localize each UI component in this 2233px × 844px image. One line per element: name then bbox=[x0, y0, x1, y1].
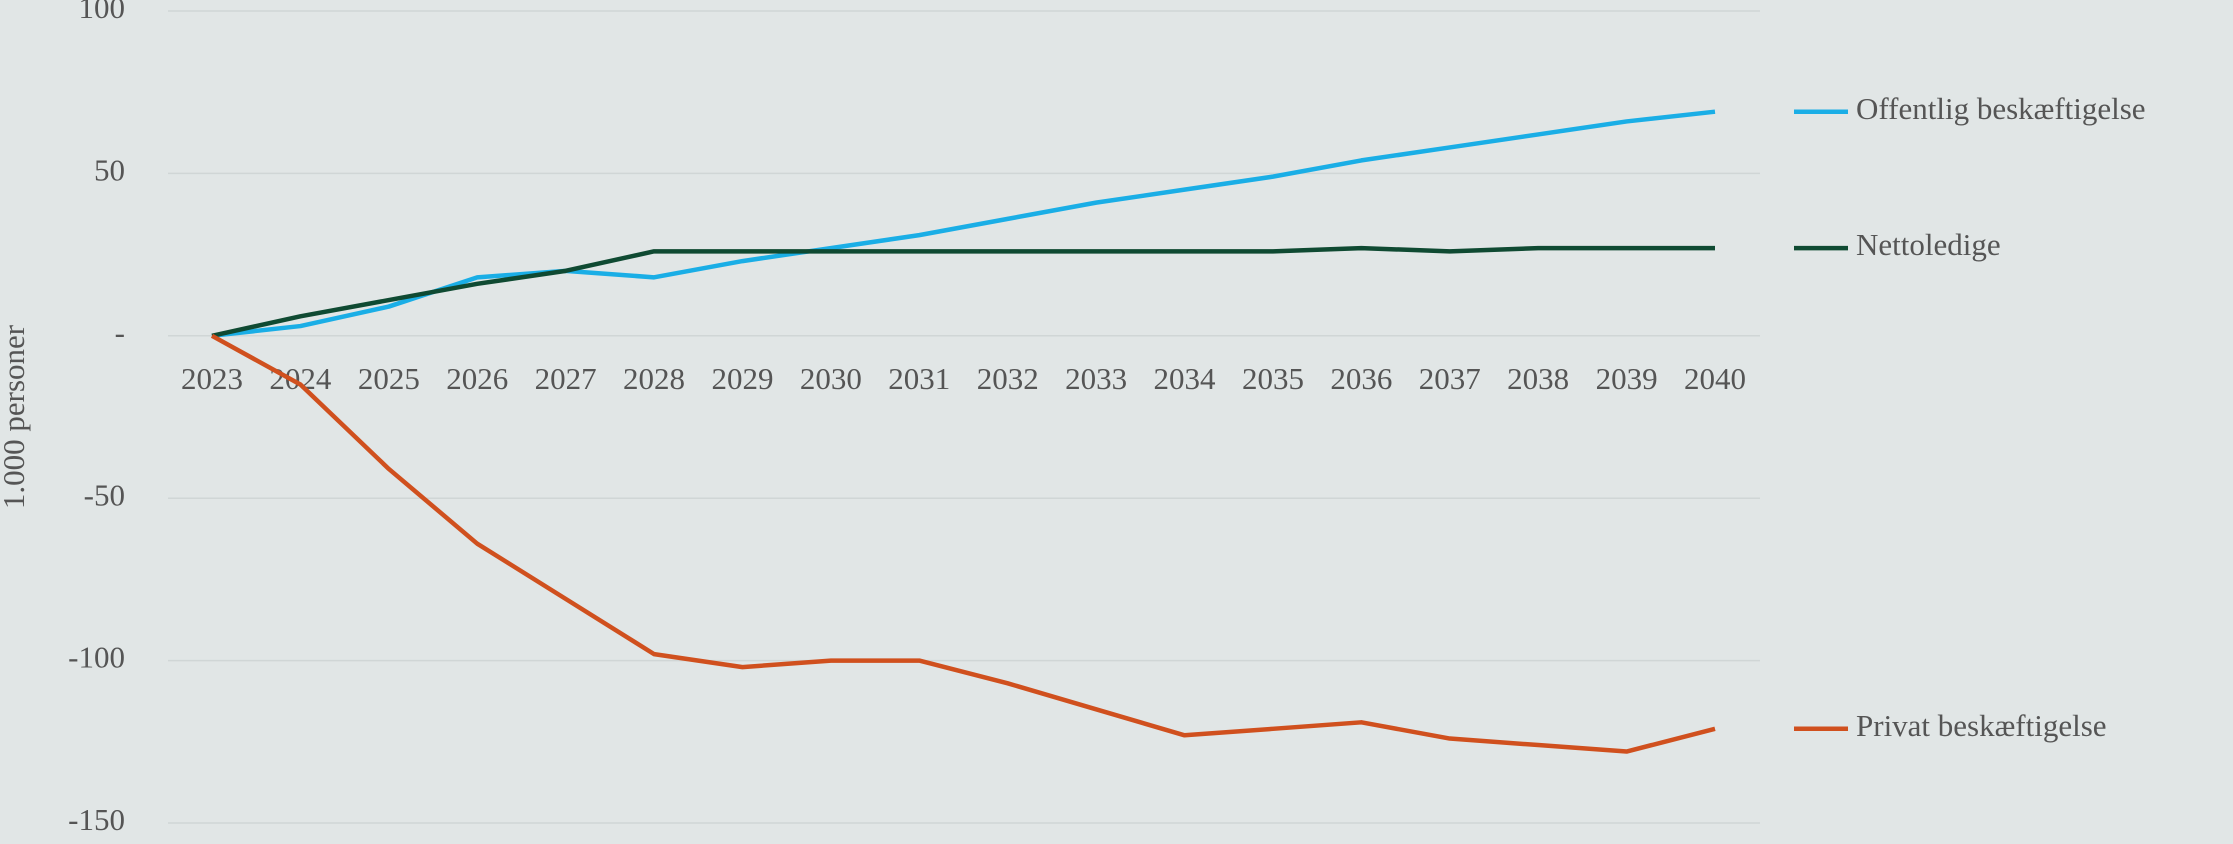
y-tick-label: -150 bbox=[68, 802, 125, 837]
x-tick-label: 2023 bbox=[181, 361, 243, 396]
x-tick-label: 2036 bbox=[1330, 361, 1392, 396]
x-tick-label: 2035 bbox=[1242, 361, 1304, 396]
legend-label: Nettoledige bbox=[1856, 227, 2001, 262]
x-tick-label: 2034 bbox=[1154, 361, 1217, 396]
series-line bbox=[211, 109, 1716, 339]
x-tick-label: 2026 bbox=[446, 361, 508, 396]
x-tick-label: 2039 bbox=[1596, 361, 1658, 396]
x-tick-label: 2032 bbox=[977, 361, 1039, 396]
y-tick-label: 50 bbox=[94, 153, 125, 188]
x-tick-label: 2038 bbox=[1507, 361, 1569, 396]
y-tick-label: -100 bbox=[68, 640, 125, 675]
x-tick-label: 2024 bbox=[269, 361, 332, 396]
x-tick-label: 2037 bbox=[1419, 361, 1481, 396]
x-tick-label: 2027 bbox=[535, 361, 597, 396]
x-tick-label: 2030 bbox=[800, 361, 862, 396]
series-line bbox=[210, 333, 1716, 754]
y-tick-label: 100 bbox=[79, 0, 126, 25]
x-tick-label: 2031 bbox=[888, 361, 950, 396]
x-tick-label: 2025 bbox=[358, 361, 420, 396]
y-tick-label: - bbox=[115, 315, 125, 350]
legend-label: Offentlig beskæftigelse bbox=[1856, 91, 2146, 126]
legend-label: Privat beskæftigelse bbox=[1856, 708, 2107, 743]
x-tick-label: 2033 bbox=[1065, 361, 1127, 396]
x-tick-label: 2040 bbox=[1684, 361, 1746, 396]
y-tick-label: -50 bbox=[84, 477, 125, 512]
x-tick-label: 2029 bbox=[711, 361, 773, 396]
series-line bbox=[211, 245, 1715, 338]
x-tick-label: 2028 bbox=[623, 361, 685, 396]
y-axis-label: 1.000 personer bbox=[0, 324, 31, 509]
